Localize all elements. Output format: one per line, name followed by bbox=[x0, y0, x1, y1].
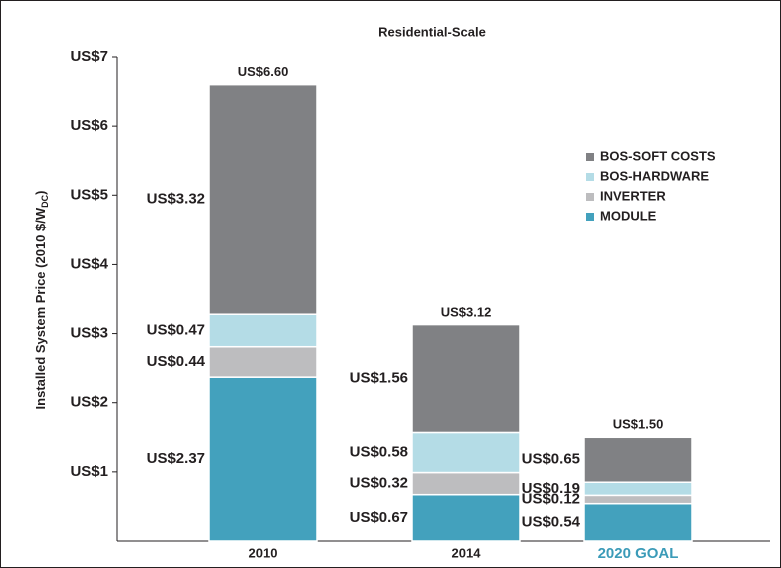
y-label-text: Installed System Price (2010 $/W bbox=[33, 207, 48, 409]
value-label: US$0.58 bbox=[350, 443, 408, 460]
legend-label: MODULE bbox=[600, 208, 657, 223]
value-label: US$0.47 bbox=[147, 321, 205, 338]
y-tick-label: US$6 bbox=[70, 117, 108, 134]
bar-segment bbox=[583, 436, 693, 483]
value-label: US$0.19 bbox=[522, 480, 580, 497]
bar-segment bbox=[583, 502, 693, 542]
total-label: US$3.12 bbox=[441, 305, 492, 320]
legend-swatch bbox=[586, 153, 594, 161]
y-axis-label: Installed System Price (2010 $/WDC) bbox=[33, 191, 50, 410]
legend-swatch bbox=[586, 173, 594, 181]
bar-segment bbox=[208, 313, 318, 348]
legend-swatch bbox=[586, 213, 594, 221]
legend-label: INVERTER bbox=[600, 188, 666, 203]
value-label: US$0.44 bbox=[147, 353, 206, 370]
value-label: US$0.54 bbox=[522, 513, 581, 530]
y-tick-label: US$4 bbox=[70, 255, 108, 272]
y-tick-label: US$5 bbox=[70, 186, 108, 203]
y-tick-label: US$1 bbox=[70, 463, 108, 480]
legend-label: BOS-SOFT COSTS bbox=[600, 148, 716, 163]
y-tick-label: US$2 bbox=[70, 394, 108, 411]
value-label: US$0.65 bbox=[522, 451, 580, 468]
y-tick-label: US$7 bbox=[70, 48, 108, 65]
bar-segment bbox=[208, 83, 318, 315]
bar-segment bbox=[411, 323, 521, 434]
value-label: US$1.56 bbox=[350, 369, 408, 386]
bar-segment bbox=[583, 481, 693, 497]
total-label: US$1.50 bbox=[613, 417, 664, 432]
value-label: US$0.67 bbox=[350, 509, 408, 526]
legend-swatch bbox=[586, 193, 594, 201]
x-tick-label: 2020 GOAL bbox=[598, 545, 679, 562]
bar-segment bbox=[411, 471, 521, 496]
value-label: US$3.32 bbox=[147, 190, 205, 207]
x-tick-label: 2010 bbox=[249, 545, 278, 560]
chart-title: Residential-Scale bbox=[378, 24, 486, 39]
bar-segment bbox=[208, 345, 318, 378]
bar-segment bbox=[411, 431, 521, 474]
bar-segment bbox=[208, 376, 318, 542]
total-label: US$6.60 bbox=[238, 64, 289, 79]
bar-segment bbox=[411, 493, 521, 542]
y-tick-label: US$3 bbox=[70, 325, 108, 342]
value-label: US$2.37 bbox=[147, 450, 205, 467]
value-label: US$0.12 bbox=[522, 490, 580, 507]
y-label-suffix: ) bbox=[33, 191, 48, 195]
x-tick-label: 2014 bbox=[452, 545, 482, 560]
value-label: US$0.32 bbox=[350, 475, 408, 492]
y-label-subscript: DC bbox=[40, 194, 50, 207]
legend-label: BOS-HARDWARE bbox=[600, 168, 709, 183]
bar-segment bbox=[583, 494, 693, 505]
